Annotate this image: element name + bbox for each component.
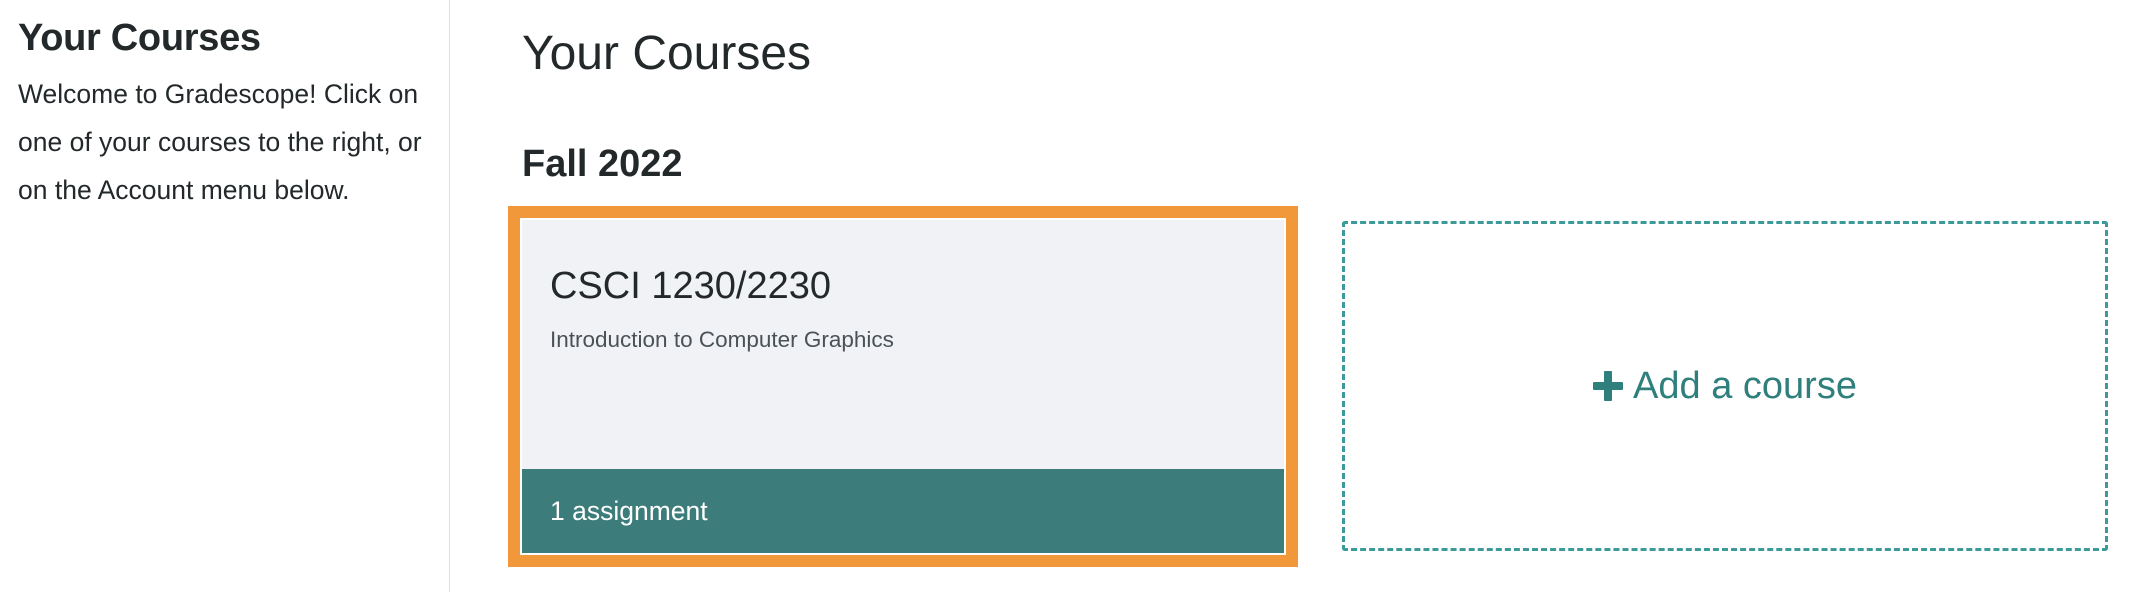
term-heading: Fall 2022 — [522, 143, 683, 185]
sidebar: Your Courses Welcome to Gradescope! Clic… — [0, 0, 450, 592]
add-course-button[interactable]: Add a course — [1342, 221, 2108, 551]
course-full-name: Introduction to Computer Graphics — [550, 327, 894, 352]
course-card[interactable]: CSCI 1230/2230 Introduction to Computer … — [508, 206, 1298, 567]
course-card-body: CSCI 1230/2230 Introduction to Computer … — [522, 220, 1284, 553]
sidebar-welcome-text: Welcome to Gradescope! Click on one of y… — [18, 79, 422, 205]
page-title: Your Courses — [522, 27, 812, 80]
add-course-label: Add a course — [1633, 365, 1857, 407]
main-content: Your Courses Fall 2022 CSCI 1230/2230 In… — [508, 0, 2142, 592]
course-short-name: CSCI 1230/2230 — [550, 265, 831, 307]
sidebar-title: Your Courses — [18, 17, 261, 59]
course-assignments-count: 1 assignment — [522, 469, 1284, 553]
add-course-content: Add a course — [1593, 364, 1857, 408]
plus-icon — [1593, 371, 1624, 401]
